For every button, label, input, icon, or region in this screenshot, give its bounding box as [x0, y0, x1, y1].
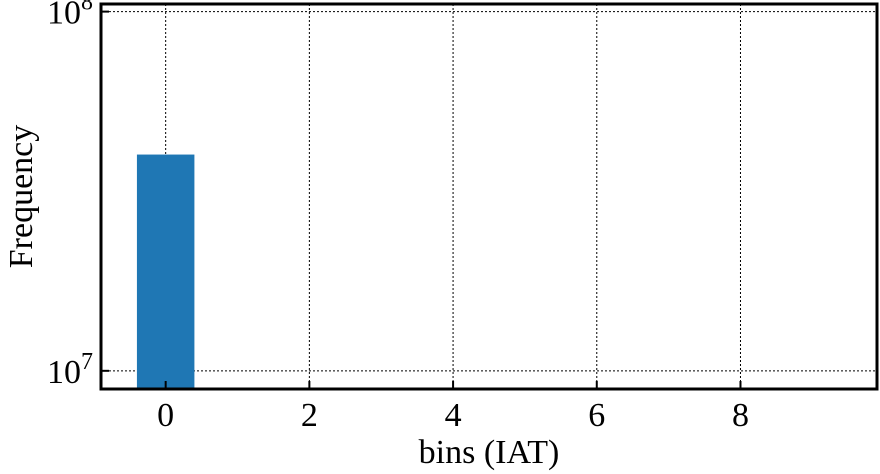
grid [101, 4, 877, 389]
x-tick-label: 0 [157, 397, 174, 434]
x-tick-label: 2 [301, 397, 318, 434]
x-tick-label: 4 [445, 397, 462, 434]
bars [136, 154, 195, 389]
bar [136, 154, 195, 389]
x-tick-label: 6 [588, 397, 605, 434]
x-axis-label: bins (IAT) [419, 434, 560, 471]
y-tick-label: 107 [47, 349, 93, 391]
y-axis-label: Frequency [3, 125, 40, 269]
x-tick-label: 8 [732, 397, 749, 434]
y-tick-label: 108 [47, 0, 93, 32]
ticks: 0 2 4 6 8 107 108 [47, 0, 749, 434]
plot-frame [99, 2, 879, 391]
